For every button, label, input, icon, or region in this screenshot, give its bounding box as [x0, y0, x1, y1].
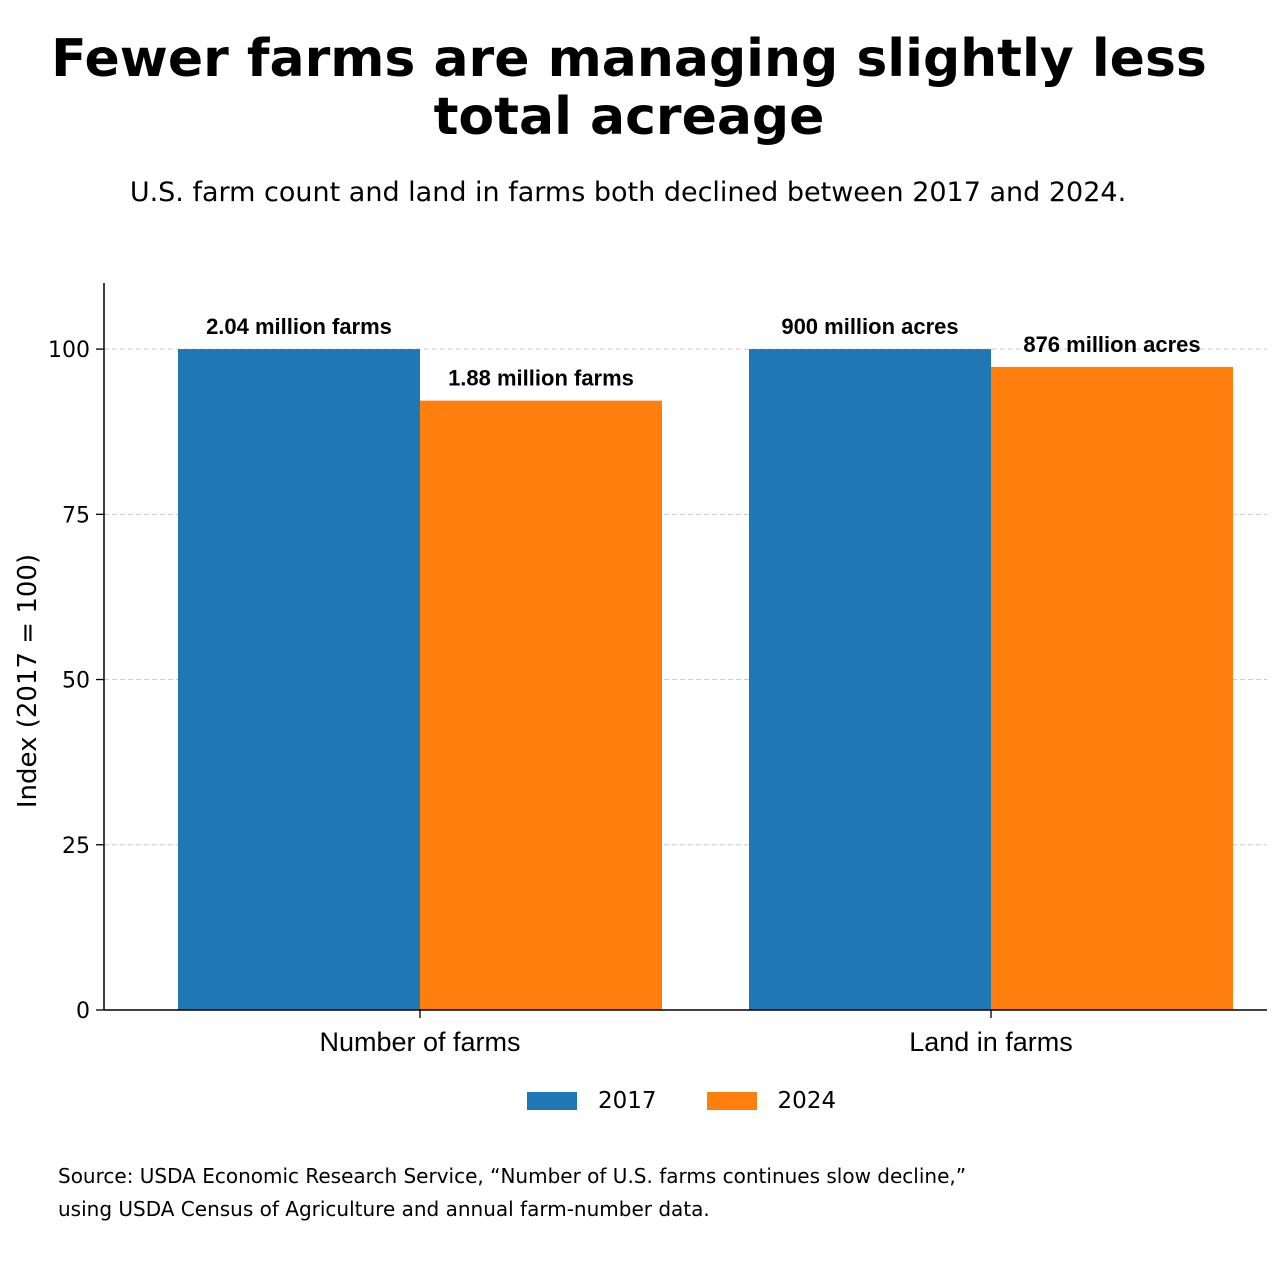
source-line: using USDA Census of Agriculture and ann… [58, 1197, 710, 1221]
y-tick-label: 50 [62, 669, 90, 694]
bar-labels: 2.04 million farms 900 million acres 1.88 … [206, 314, 1201, 391]
axes: 0 25 50 75 100 Number of farms Land in farms [48, 283, 1267, 1057]
x-tick-label: Land in farms [909, 1027, 1073, 1057]
bar-value-label: 1.88 million farms [448, 366, 634, 391]
y-tick-label: 25 [62, 834, 90, 859]
bar-value-label: 900 million acres [781, 314, 958, 339]
legend-item-2017: 2017 [527, 1088, 657, 1114]
chart-title: Fewer farms are managing slightly less t… [51, 29, 1207, 147]
y-axis-label: Index (2017 = 100) [13, 554, 43, 808]
bar-chart: 0 25 50 75 100 Number of farms Land in farms 2… [13, 283, 1267, 1057]
legend-swatch-2024 [706, 1092, 757, 1110]
legend-label-2017: 2017 [598, 1088, 657, 1114]
y-tick-label: 0 [76, 999, 90, 1024]
bar-value-label: 876 million acres [1023, 332, 1200, 357]
bars [178, 349, 1233, 1011]
legend-item-2024: 2024 [706, 1088, 837, 1114]
bar-value-label: 2.04 million farms [206, 314, 392, 339]
bar-2017 [178, 349, 420, 1010]
x-tick-label: Number of farms [319, 1027, 520, 1057]
source-note: Source: USDA Economic Research Service, … [58, 1160, 1208, 1226]
chart-subtitle: U.S. farm count and land in farms both d… [129, 177, 1127, 208]
y-tick-label: 100 [48, 338, 90, 363]
legend-swatch-2017 [527, 1092, 577, 1110]
legend-label-2024: 2024 [777, 1088, 837, 1114]
bar-2024 [420, 400, 662, 1010]
bar-2017 [749, 349, 991, 1010]
bar-2024 [991, 366, 1233, 1011]
legend: 2017 2024 [527, 1086, 886, 1116]
y-tick-label: 75 [62, 503, 90, 528]
source-line: Source: USDA Economic Research Service, … [58, 1164, 967, 1188]
